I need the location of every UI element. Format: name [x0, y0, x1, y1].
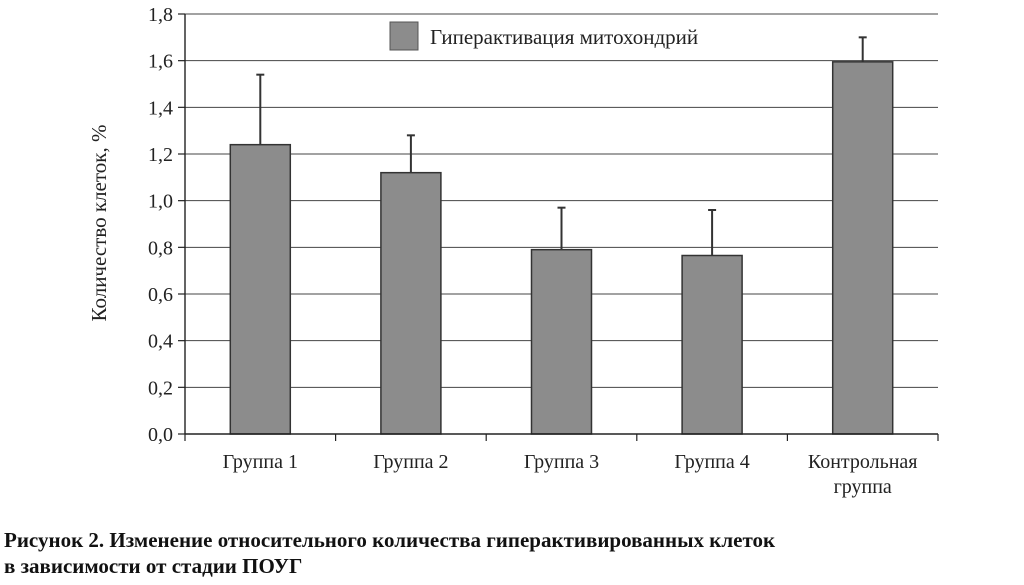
bar: [530, 248, 593, 435]
y-tick-label: 1,0: [148, 191, 173, 213]
caption-line-2: в зависимости от стадии ПОУГ: [4, 554, 303, 578]
legend-swatch: [389, 21, 419, 51]
x-category-label: Группа 3: [524, 451, 599, 473]
y-tick-label: 1,2: [148, 144, 173, 166]
x-category-label: Группа 2: [373, 451, 448, 473]
y-tick-label: 0,2: [148, 377, 173, 399]
legend-label: Гиперактивация митохондрий: [430, 25, 698, 49]
bar: [229, 143, 292, 435]
figure-caption: Рисунок 2. Изменение относительного коли…: [4, 527, 1020, 579]
x-category-labels: Группа 1 Группа 2 Группа 3 Группа 4 Контроль…: [223, 451, 918, 498]
y-tick-label: 1,6: [148, 51, 173, 73]
y-tick-label: 0,6: [148, 284, 173, 306]
caption-line-1: Рисунок 2. Изменение относительного коли…: [4, 528, 776, 552]
y-tick-label: 1,4: [148, 97, 173, 119]
y-tick-label: 0,8: [148, 237, 173, 259]
y-tick-label: 1,8: [148, 4, 173, 26]
y-tick-label: 0,4: [148, 331, 173, 353]
x-category-label: Группа 4: [674, 451, 749, 473]
error-bars: [256, 36, 867, 256]
y-tick-labels: 0,0 0,2 0,4 0,6 0,8 1,0 1,2 1,4 1,6 1,8: [148, 4, 173, 446]
x-category-label: Группа 1: [223, 451, 298, 473]
bar: [831, 61, 894, 435]
bar: [681, 254, 743, 435]
y-axis-title: Количество клеток, %: [87, 125, 111, 322]
bar: [380, 171, 442, 435]
axes: [184, 14, 939, 441]
legend: Гиперактивация митохондрий: [389, 21, 698, 51]
y-tick-label: 0,0: [148, 424, 173, 446]
x-category-label: Контрольная группа: [808, 451, 918, 498]
